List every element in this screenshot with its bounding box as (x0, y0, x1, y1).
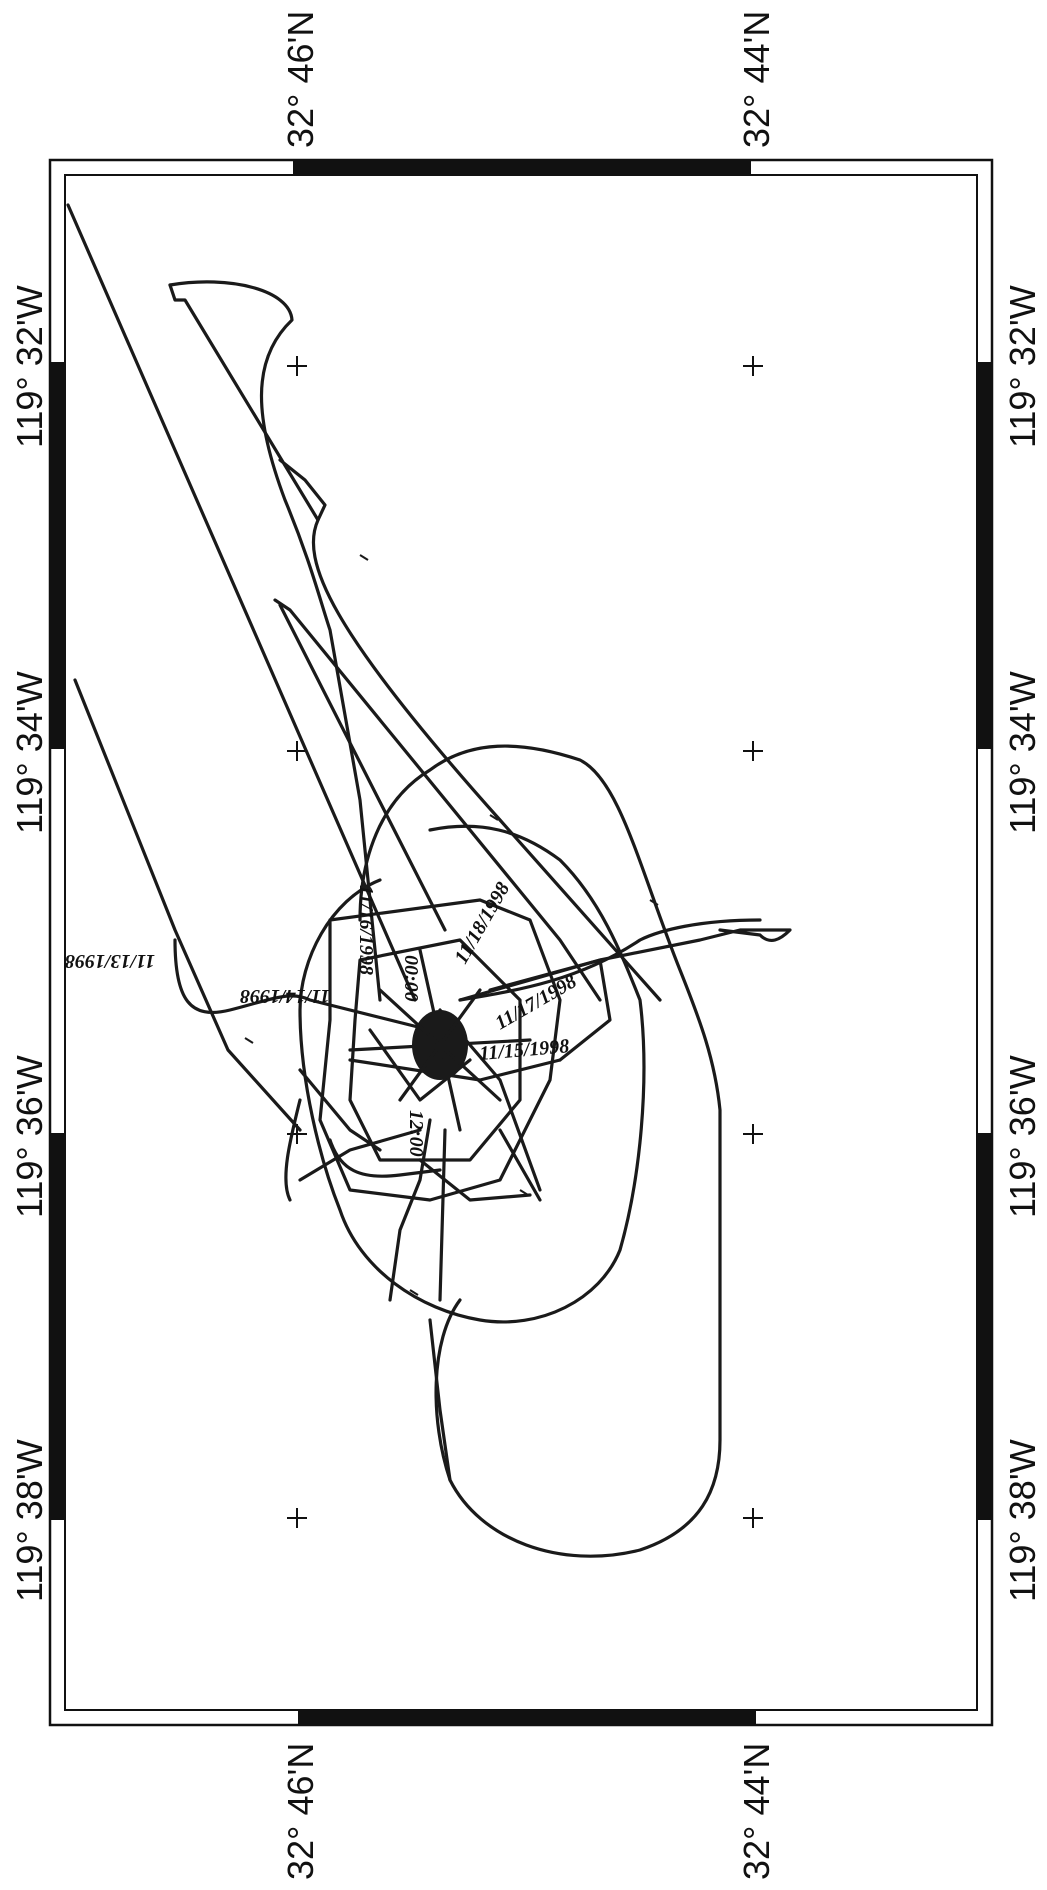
lon-label-38-right: 119° 38'W (1002, 1439, 1043, 1602)
grid-crosses (287, 356, 763, 1528)
ship-track (66, 203, 792, 1558)
track-label-date-c: 11/16/1998 (355, 885, 377, 975)
lon-label-34-left: 119° 34'W (9, 671, 50, 834)
lon-label-32-left: 119° 32'W (9, 285, 50, 448)
grid-cross (287, 356, 307, 376)
grid-cross (743, 1124, 763, 1144)
track-label-time-b: 00:00 (400, 955, 422, 1002)
lon-label-38-left: 119° 38'W (9, 1439, 50, 1602)
track-label-date-far: 11/13/1998 (65, 950, 155, 972)
lat-label-46-bottom: 32° 46'N (280, 1743, 321, 1880)
grid-cross (287, 1508, 307, 1528)
lon-label-36-right: 119° 36'W (1002, 1055, 1043, 1218)
map-frame (48, 158, 994, 1727)
track-label-date-e: 11/18/1998 (450, 879, 514, 968)
frame-bar-top (293, 160, 751, 175)
track-label-time-a: 12:00 (405, 1110, 427, 1157)
grid-cross (743, 1508, 763, 1528)
track-label-date-a: 11/14/1998 (240, 985, 330, 1007)
frame-bar-left-2 (50, 1133, 65, 1520)
frame-bar-right-2 (977, 1133, 992, 1520)
latitude-labels: 32° 46'N 32° 44'N 32° 46'N 32° 44'N (280, 11, 777, 1880)
frame-bar-right-1 (977, 362, 992, 749)
grid-cross (743, 356, 763, 376)
lat-label-44-top: 32° 44'N (736, 11, 777, 148)
track-annotations: 11/13/1998 11/14/1998 11/15/1998 11/16/1… (65, 879, 580, 1157)
frame-bar-left-1 (50, 362, 65, 749)
longitude-labels: 119° 32'W 119° 34'W 119° 36'W 119° 38'W … (9, 285, 1043, 1602)
grid-cross (287, 741, 307, 761)
lat-label-46-top: 32° 46'N (280, 11, 321, 148)
lat-label-44-bottom: 32° 44'N (736, 1743, 777, 1880)
grid-cross (743, 741, 763, 761)
lon-label-36-left: 119° 36'W (9, 1055, 50, 1218)
frame-bar-bottom (298, 1710, 756, 1725)
lon-label-34-right: 119° 34'W (1002, 671, 1043, 834)
lon-label-32-right: 119° 32'W (1002, 285, 1043, 448)
